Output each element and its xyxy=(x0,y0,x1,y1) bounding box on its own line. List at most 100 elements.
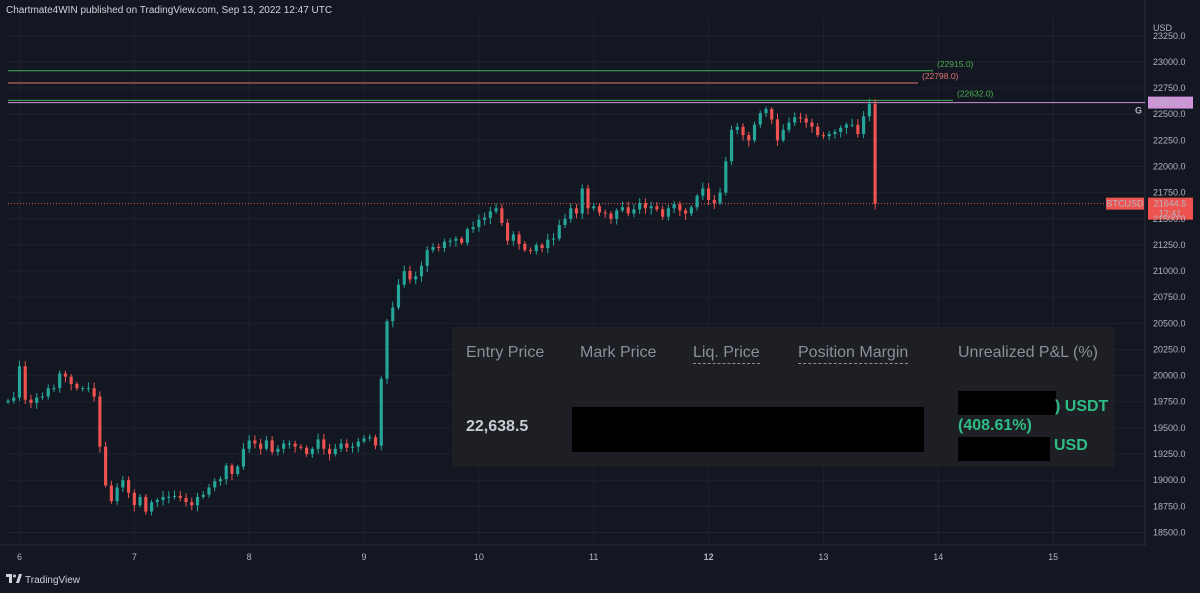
candle-body xyxy=(592,206,596,209)
candle-66 xyxy=(385,319,389,385)
candle-9 xyxy=(58,370,62,393)
candle-142 xyxy=(821,131,826,140)
candle-body xyxy=(58,373,62,389)
entry-price-header: Entry Price xyxy=(466,344,545,361)
candle-body xyxy=(471,227,475,230)
candle-body xyxy=(735,126,739,130)
candle-97 xyxy=(563,213,567,229)
time-axis[interactable]: 6 7 8 9 10 11 12 13 14 15 xyxy=(17,552,1058,562)
unrealized-pnl-header: Unrealized P&L (%) xyxy=(958,344,1098,361)
candle-129 xyxy=(747,131,751,147)
candle-87 xyxy=(506,219,510,245)
candle-body xyxy=(184,497,188,503)
candle-body xyxy=(391,307,395,322)
candle-body xyxy=(40,396,45,398)
candle-body xyxy=(684,210,688,214)
candle-body xyxy=(781,129,785,141)
candle-body xyxy=(178,495,182,498)
candle-124 xyxy=(718,187,722,206)
candle-93 xyxy=(540,242,544,253)
candle-body xyxy=(368,437,372,439)
candle-114 xyxy=(661,205,665,220)
candle-body xyxy=(115,487,119,502)
candle-71 xyxy=(414,271,418,285)
candle-46 xyxy=(270,436,274,455)
candle-127 xyxy=(735,122,739,135)
candle-63 xyxy=(368,434,372,442)
candle-52 xyxy=(305,445,309,458)
candle-body xyxy=(775,119,780,141)
candle-32 xyxy=(190,497,194,511)
candle-body xyxy=(666,208,670,217)
x-tick-label-9: 15 xyxy=(1048,552,1058,562)
candle-body xyxy=(804,118,808,123)
candle-77 xyxy=(448,237,452,247)
candle-body xyxy=(419,265,424,277)
candle-126 xyxy=(729,125,734,166)
candle-4 xyxy=(29,394,33,409)
candle-body xyxy=(396,284,401,308)
candle-body xyxy=(414,276,418,280)
candle-body xyxy=(718,192,722,204)
candle-38 xyxy=(224,463,228,485)
y-tick-label-17: 22750.0 xyxy=(1153,83,1186,93)
candle-body xyxy=(632,209,636,214)
candle-30 xyxy=(178,490,182,502)
position-margin-header[interactable]: Position Margin xyxy=(798,344,909,364)
candle-body xyxy=(534,244,538,252)
y-tick-label-0: 18500.0 xyxy=(1153,527,1186,537)
symbol-badge xyxy=(1106,197,1144,210)
candle-49 xyxy=(287,440,291,449)
y-tick-label-16: 22500.0 xyxy=(1153,109,1186,119)
candle-body xyxy=(856,124,860,135)
price-axis[interactable]: 18500.0 18750.0 19000.0 19250.0 19500.0 19750… xyxy=(1153,23,1186,537)
x-tick-label-1: 7 xyxy=(132,552,137,562)
candle-16 xyxy=(98,391,102,453)
tradingview-logo-icon xyxy=(6,574,22,587)
candle-150 xyxy=(867,98,871,122)
horizontal-levels: (22915.0) (22798.0) (22632.0) 22611.0 G BTCUS… xyxy=(8,59,1193,220)
candle-118 xyxy=(684,207,688,221)
candle-body xyxy=(649,206,653,209)
candle-26 xyxy=(155,497,159,507)
candle-body xyxy=(672,204,676,209)
candle-122 xyxy=(706,183,711,206)
candle-body xyxy=(488,211,492,218)
candle-body xyxy=(844,124,848,128)
candle-body xyxy=(787,122,791,130)
candle-body xyxy=(460,238,464,243)
candle-42 xyxy=(247,434,251,453)
candle-body xyxy=(75,383,79,389)
x-tick-label-0: 6 xyxy=(17,552,22,562)
candle-86 xyxy=(500,204,504,227)
tradingview-footer[interactable]: TradingView xyxy=(6,574,80,587)
candle-60 xyxy=(350,442,355,453)
candle-body xyxy=(195,496,200,506)
candle-body xyxy=(747,135,751,141)
candle-64 xyxy=(373,434,378,450)
candle-12 xyxy=(75,381,79,391)
candle-134 xyxy=(775,113,780,147)
candle-body xyxy=(270,440,274,452)
candle-body xyxy=(615,210,619,219)
candle-body xyxy=(402,271,406,285)
candle-98 xyxy=(569,203,573,223)
candle-body xyxy=(695,195,699,208)
candle-99 xyxy=(574,204,579,219)
candle-body xyxy=(712,199,716,204)
liq-price-header[interactable]: Liq. Price xyxy=(693,344,760,364)
candle-body xyxy=(63,373,68,377)
candle-103 xyxy=(597,203,602,216)
level-label-1: (22798.0) xyxy=(922,71,959,81)
candle-body xyxy=(770,108,774,120)
y-tick-label-12: 21500.0 xyxy=(1153,214,1186,224)
candle-body xyxy=(69,376,73,384)
y-tick-label-14: 22000.0 xyxy=(1153,161,1186,171)
candle-body xyxy=(276,448,280,452)
candle-39 xyxy=(230,463,234,481)
candle-23 xyxy=(138,493,142,508)
candle-139 xyxy=(804,114,808,128)
x-tick-label-5: 11 xyxy=(589,552,598,562)
candle-body xyxy=(299,446,303,448)
